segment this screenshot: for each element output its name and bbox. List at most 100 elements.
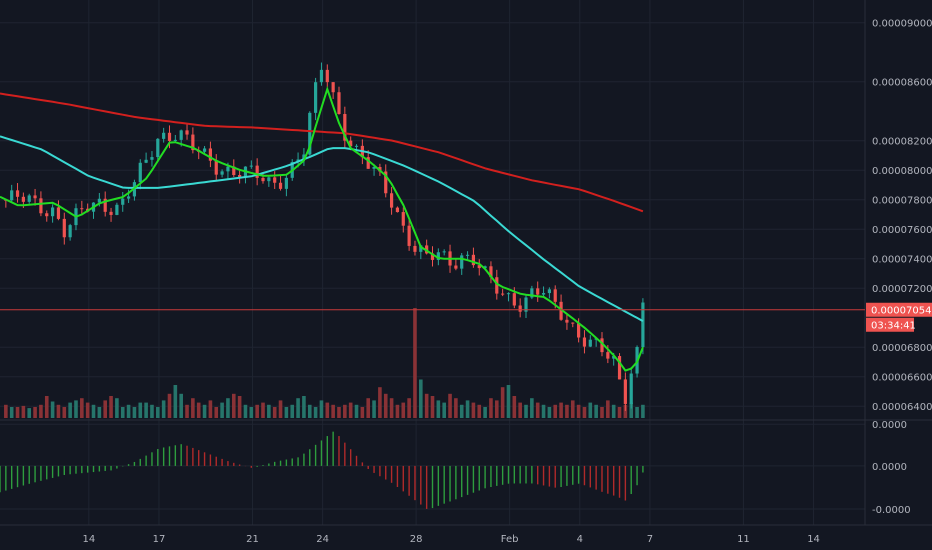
volume-bar [208,400,213,418]
candle-body [460,255,464,269]
time-tick-label: Feb [501,534,519,545]
countdown-value: 03:34:41 [871,321,916,332]
candle-body [384,171,388,194]
volume-bar [156,407,160,418]
volume-bar [419,379,423,418]
candle-body [565,319,569,323]
volume-bar [33,407,37,418]
candle-body [191,134,195,151]
candle-body [331,82,335,93]
volume-bar [395,404,400,418]
candle-body [249,165,253,167]
candle-body [167,132,172,141]
volume-bar [494,400,499,418]
candle-body [97,198,101,203]
candle-body [325,69,329,83]
volume-bar [290,404,295,418]
volume-bar [611,404,616,418]
volume-bar [389,398,394,418]
candle-body [162,132,166,139]
volume-bar [249,407,254,418]
volume-bar [413,308,417,418]
volume-bar [424,393,429,418]
candle-body [68,225,72,238]
time-tick-label: 14 [82,534,95,545]
candle-body [419,245,423,252]
volume-bar [231,393,236,418]
candle-body [547,289,551,294]
candle-body [39,198,43,214]
price-tick-label: 0.00008200 [872,137,932,148]
price-tick-label: 0.00007400 [872,255,932,266]
volume-bar [331,404,335,418]
volume-bar [109,396,113,418]
volume-bar [319,400,324,418]
candle-body [541,293,546,295]
candle-body [407,225,411,246]
candle-body [354,145,359,147]
candle-body [56,207,61,219]
volume-bar [243,404,248,418]
candle-body [284,177,288,189]
candle-body [185,130,189,135]
volume-bar [313,407,318,418]
volume-bar [267,404,271,418]
volume-bar [623,404,628,418]
candle-body [261,177,265,182]
candle-body [220,171,224,175]
oscillator-axis-labels: 0.0000 0.0000 -0.0000 [872,420,911,516]
volume-bar [366,398,371,418]
price-tick-label: 0.00006600 [872,373,932,384]
candle-body [214,160,218,175]
volume-bar [512,396,517,418]
oscillator-tick-label: 0.0000 [872,462,907,473]
volume-bar [489,398,493,418]
volume-bar [570,400,575,418]
candle-body [343,114,347,141]
candlesticks[interactable] [4,62,645,411]
volume-bar [565,404,569,418]
candle-body [121,198,125,205]
volume-bar [15,407,20,418]
volume-bar [4,404,8,418]
volume-bar [21,405,26,418]
volume-bar [383,393,388,418]
volume-bar [138,402,143,418]
volume-bar [44,396,49,418]
volume-bar [144,402,148,418]
volume-bar [91,404,96,418]
volume-bar [530,398,534,418]
volume-bar [337,407,341,418]
volume-bar [220,402,224,418]
volume-bar [483,407,487,418]
volume-bar [202,404,207,418]
volume-bar [278,400,283,418]
volume-bar [115,398,119,418]
axes [0,0,932,526]
volume-bar [360,407,365,418]
candle-body [302,154,306,160]
candle-body [454,265,458,269]
volume-bar [173,385,178,418]
volume-bar [85,402,90,418]
time-tick-label: 7 [647,534,653,545]
candle-body [156,138,160,158]
time-axis-labels: 14 17 21 24 28 Feb 4 7 11 14 [82,534,819,545]
volume-bar [120,407,125,418]
price-tick-label: 0.00009000 [872,19,932,30]
oscillator-tick-label: 0.0000 [872,420,907,431]
candle-body [202,148,207,152]
volume-bar [161,400,166,418]
volume-bar [547,407,552,418]
volume-bar [167,393,172,418]
last-price-tag [866,302,932,317]
candle-body [489,266,493,278]
volume-bar [354,404,359,418]
volume-bar [477,404,482,418]
candle-body [319,69,324,83]
volume-bar [132,407,137,418]
candle-body [273,177,277,183]
price-tick-label: 0.00006800 [872,343,932,354]
candle-body [349,140,353,147]
